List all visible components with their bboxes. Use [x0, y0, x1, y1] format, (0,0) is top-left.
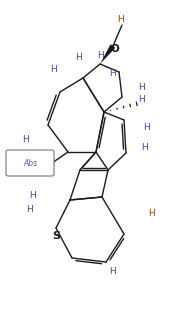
Text: S: S	[52, 231, 60, 241]
Text: H: H	[76, 54, 82, 62]
Text: H: H	[143, 124, 150, 133]
Text: H: H	[138, 95, 145, 105]
Text: H: H	[148, 209, 155, 217]
Text: H: H	[117, 16, 123, 24]
Text: H: H	[138, 83, 145, 93]
Text: H: H	[26, 205, 33, 215]
Text: H: H	[22, 135, 29, 145]
Text: H: H	[97, 50, 103, 60]
Text: O: O	[111, 44, 119, 54]
Text: H: H	[50, 66, 57, 74]
Text: H: H	[29, 191, 36, 199]
Text: H: H	[110, 68, 116, 77]
Text: H: H	[141, 144, 148, 152]
Text: H: H	[110, 268, 116, 276]
Polygon shape	[100, 44, 115, 64]
FancyBboxPatch shape	[6, 150, 54, 176]
Text: Abs: Abs	[23, 159, 37, 169]
